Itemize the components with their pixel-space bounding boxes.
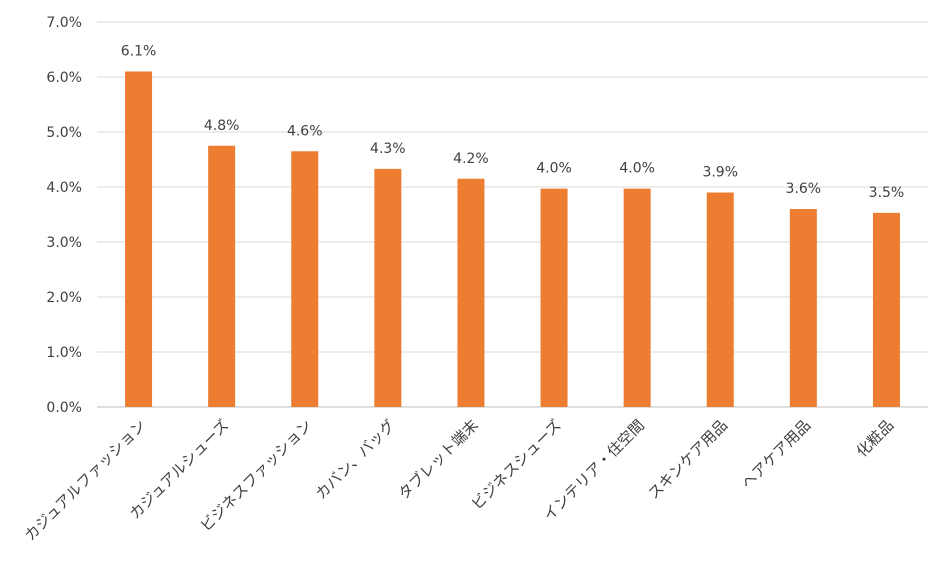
y-tick-label: 2.0% [46,290,82,306]
data-label: 3.6% [786,181,822,197]
bar [125,71,153,407]
bar [540,188,568,407]
y-tick-label: 1.0% [46,345,82,361]
y-tick-label: 6.0% [46,70,82,86]
x-tick-label: タブレット端末 [395,416,482,503]
y-tick-label: 3.0% [46,235,82,251]
data-label: 4.3% [370,141,406,157]
y-tick-label: 7.0% [46,15,82,31]
x-tick-label: カジュアルファッション [21,416,149,544]
x-tick-label: カバン、バッグ [312,416,399,503]
y-tick-label: 5.0% [46,125,82,141]
y-tick-label: 4.0% [46,180,82,196]
bar [208,145,236,407]
x-tick-label: ビジネスシューズ [468,416,565,513]
bar [374,168,402,407]
data-label: 3.5% [869,185,905,201]
data-label: 4.2% [453,151,489,167]
bar [623,188,651,407]
bar [789,209,817,407]
x-tick-label: 化粧品 [853,416,898,461]
data-label: 4.0% [536,161,572,177]
data-labels: 6.1% 4.8% 4.6% 4.3% 4.2% 4.0% 4.0% 3.9% 3.6% 3.5% [121,44,904,201]
data-label: 4.8% [204,118,240,134]
x-tick-label: ヘアケア用品 [738,416,814,492]
y-tick-label: 0.0% [46,400,82,416]
x-tick-label: スキンケア用品 [644,416,731,503]
bar [706,192,734,407]
data-label: 6.1% [121,44,157,60]
data-label: 4.0% [619,161,655,177]
x-axis-ticks: カジュアルファッションカジュアルシューズビジネスファッションカバン、バッグタブレ… [21,416,897,544]
bar [291,151,319,407]
bars [125,71,900,407]
bar [872,212,900,407]
data-label: 3.9% [702,165,738,181]
y-axis-ticks: 0.0% 1.0% 2.0% 3.0% 4.0% 5.0% 6.0% 7.0% [46,15,82,416]
bar [457,178,485,407]
gridlines [97,21,928,408]
data-label: 4.6% [287,123,323,139]
